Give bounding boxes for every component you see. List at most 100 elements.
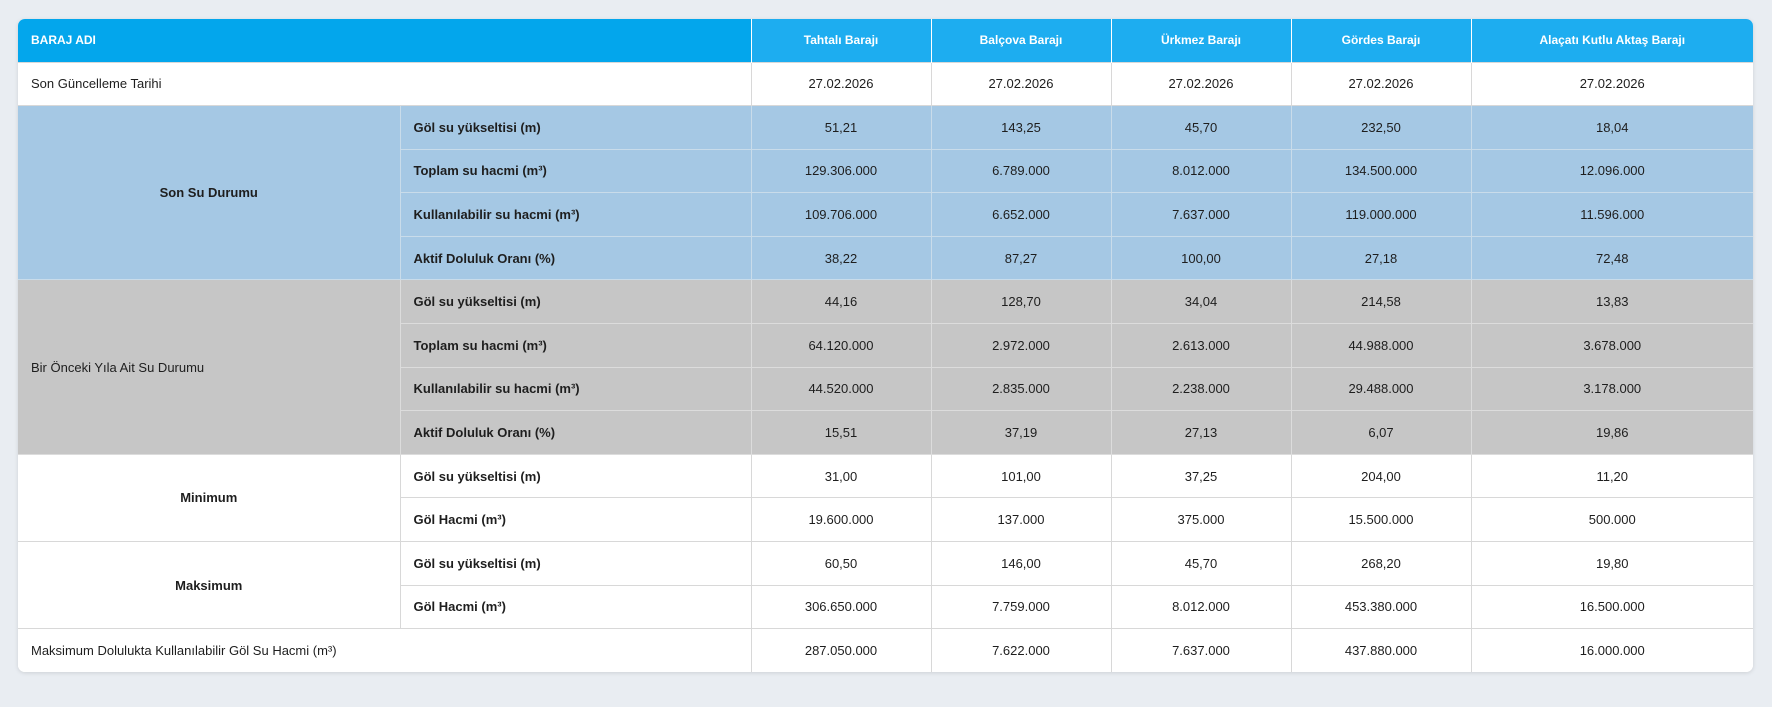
dam-status-table: BARAJ ADI Tahtalı Barajı Balçova Barajı Ür… — [18, 19, 1753, 673]
value-cell: 2.835.000 — [930, 366, 1112, 412]
value-cell: 134.500.000 — [1290, 148, 1472, 194]
value-cell: 11,20 — [1470, 453, 1753, 499]
value-cell: 27,13 — [1110, 410, 1292, 455]
row-label: Göl su yükseltisi (m) — [399, 453, 752, 499]
table-row: Maksimum Göl su yükseltisi (m) 60,50 146,00… — [18, 541, 1753, 630]
value-cell: 6.652.000 — [930, 192, 1112, 237]
value-cell: 15.500.000 — [1290, 497, 1472, 543]
value-cell: 19.600.000 — [750, 497, 932, 543]
table-row: Bir Önceki Yıla Ait Su Durumu Göl su yüks… — [18, 279, 1753, 455]
header-dam: Gördes Barajı — [1290, 19, 1472, 62]
row-label: Göl su yükseltisi (m) — [399, 105, 752, 150]
value-cell: 45,70 — [1110, 105, 1292, 150]
value-cell: 287.050.000 — [750, 628, 932, 673]
value-cell: 2.972.000 — [930, 323, 1112, 368]
group-label: Bir Önceki Yıla Ait Su Durumu — [18, 279, 401, 455]
row-label: Kullanılabilir su hacmi (m³) — [400, 192, 752, 237]
value-cell: 3.178.000 — [1470, 366, 1753, 412]
value-cell: 27.02.2026 — [1470, 61, 1753, 107]
value-cell: 31,00 — [750, 453, 932, 499]
value-cell: 2.238.000 — [1110, 366, 1292, 412]
table-row: Minimum Göl su yükseltisi (m) 31,00 101,00 3… — [18, 453, 1753, 543]
value-cell: 37,25 — [1110, 453, 1292, 499]
value-cell: 38,22 — [750, 235, 932, 281]
table-row: Kullanılabilir su hacmi (m³) 44.520.000 2.… — [18, 366, 1753, 412]
value-cell: 87,27 — [930, 235, 1112, 281]
header-dam: Ürkmez Barajı — [1110, 19, 1292, 62]
value-cell: 232,50 — [1290, 105, 1472, 150]
value-cell: 19,86 — [1470, 410, 1753, 455]
value-cell: 16.500.000 — [1470, 584, 1753, 630]
value-cell: 128,70 — [930, 279, 1112, 325]
value-cell: 60,50 — [750, 541, 932, 586]
value-cell: 100,00 — [1110, 235, 1292, 281]
value-cell: 16.000.000 — [1470, 628, 1753, 673]
table-row: Aktif Doluluk Oranı (%) 15,51 37,19 27,13 6,… — [18, 410, 1753, 455]
value-cell: 27.02.2026 — [750, 61, 932, 107]
header-dam: Tahtalı Barajı — [750, 19, 932, 62]
value-cell: 29.488.000 — [1290, 366, 1472, 412]
value-cell: 6.789.000 — [930, 148, 1112, 194]
value-cell: 214,58 — [1290, 279, 1472, 325]
value-cell: 37,19 — [930, 410, 1112, 455]
value-cell: 7.622.000 — [930, 628, 1112, 673]
header-dam: Balçova Barajı — [930, 19, 1112, 62]
header-row: BARAJ ADI Tahtalı Barajı Balçova Barajı Ür… — [18, 19, 1753, 62]
row-label: Göl su yükseltisi (m) — [399, 541, 752, 586]
value-cell: 129.306.000 — [750, 148, 932, 194]
value-cell: 146,00 — [930, 541, 1112, 586]
value-cell: 51,21 — [750, 105, 932, 150]
group-label: Son Su Durumu — [18, 105, 401, 281]
row-label: Toplam su hacmi (m³) — [400, 323, 752, 368]
value-cell: 7.637.000 — [1110, 628, 1292, 673]
last-update-row: Son Güncelleme Tarihi 27.02.2026 27.02.202… — [18, 61, 1753, 107]
value-cell: 7.759.000 — [930, 584, 1112, 630]
row-label: Aktif Doluluk Oranı (%) — [400, 235, 752, 281]
row-label: Göl su yükseltisi (m) — [399, 279, 752, 325]
header-dam: Alaçatı Kutlu Aktaş Barajı — [1470, 19, 1753, 62]
table-row: Toplam su hacmi (m³) 64.120.000 2.972.000 2… — [18, 323, 1753, 368]
row-label: Göl Hacmi (m³) — [400, 584, 752, 630]
value-cell: 27.02.2026 — [930, 61, 1112, 107]
row-label: Kullanılabilir su hacmi (m³) — [400, 366, 752, 412]
value-cell: 34,04 — [1110, 279, 1292, 325]
header-dam-name: BARAJ ADI — [18, 19, 752, 62]
row-label: Aktif Doluluk Oranı (%) — [400, 410, 752, 455]
value-cell: 72,48 — [1470, 235, 1753, 281]
max-usable-row: Maksimum Dolulukta Kullanılabilir Göl Su… — [18, 628, 1753, 673]
value-cell: 3.678.000 — [1470, 323, 1753, 368]
value-cell: 18,04 — [1470, 105, 1753, 150]
group-label: Maksimum — [18, 541, 401, 630]
table-row: Kullanılabilir su hacmi (m³) 109.706.000 6… — [18, 192, 1753, 237]
value-cell: 2.613.000 — [1110, 323, 1292, 368]
value-cell: 8.012.000 — [1110, 584, 1292, 630]
row-label: Toplam su hacmi (m³) — [400, 148, 752, 194]
value-cell: 375.000 — [1110, 497, 1292, 543]
row-label: Göl Hacmi (m³) — [400, 497, 752, 543]
value-cell: 143,25 — [930, 105, 1112, 150]
value-cell: 15,51 — [750, 410, 932, 455]
value-cell: 6,07 — [1290, 410, 1472, 455]
table-row: Göl Hacmi (m³) 19.600.000 137.000 375.000 15… — [18, 497, 1753, 543]
value-cell: 44.520.000 — [750, 366, 932, 412]
table-row: Göl Hacmi (m³) 306.650.000 7.759.000 8.012.… — [18, 584, 1753, 630]
value-cell: 437.880.000 — [1290, 628, 1472, 673]
value-cell: 7.637.000 — [1110, 192, 1292, 237]
value-cell: 44.988.000 — [1290, 323, 1472, 368]
value-cell: 11.596.000 — [1470, 192, 1753, 237]
value-cell: 204,00 — [1290, 453, 1472, 499]
value-cell: 500.000 — [1470, 497, 1753, 543]
value-cell: 27,18 — [1290, 235, 1472, 281]
value-cell: 13,83 — [1470, 279, 1753, 325]
value-cell: 453.380.000 — [1290, 584, 1472, 630]
value-cell: 306.650.000 — [750, 584, 932, 630]
group-label: Minimum — [18, 453, 401, 543]
value-cell: 64.120.000 — [750, 323, 932, 368]
value-cell: 12.096.000 — [1470, 148, 1753, 194]
dam-status-table-card: BARAJ ADI Tahtalı Barajı Balçova Barajı Ür… — [18, 19, 1753, 673]
value-cell: 44,16 — [750, 279, 932, 325]
row-label: Maksimum Dolulukta Kullanılabilir Göl Su… — [18, 628, 752, 673]
row-label: Son Güncelleme Tarihi — [18, 61, 752, 107]
table-row: Son Su Durumu Göl su yükseltisi (m) 51,21 1… — [18, 105, 1753, 281]
value-cell: 45,70 — [1110, 541, 1292, 586]
